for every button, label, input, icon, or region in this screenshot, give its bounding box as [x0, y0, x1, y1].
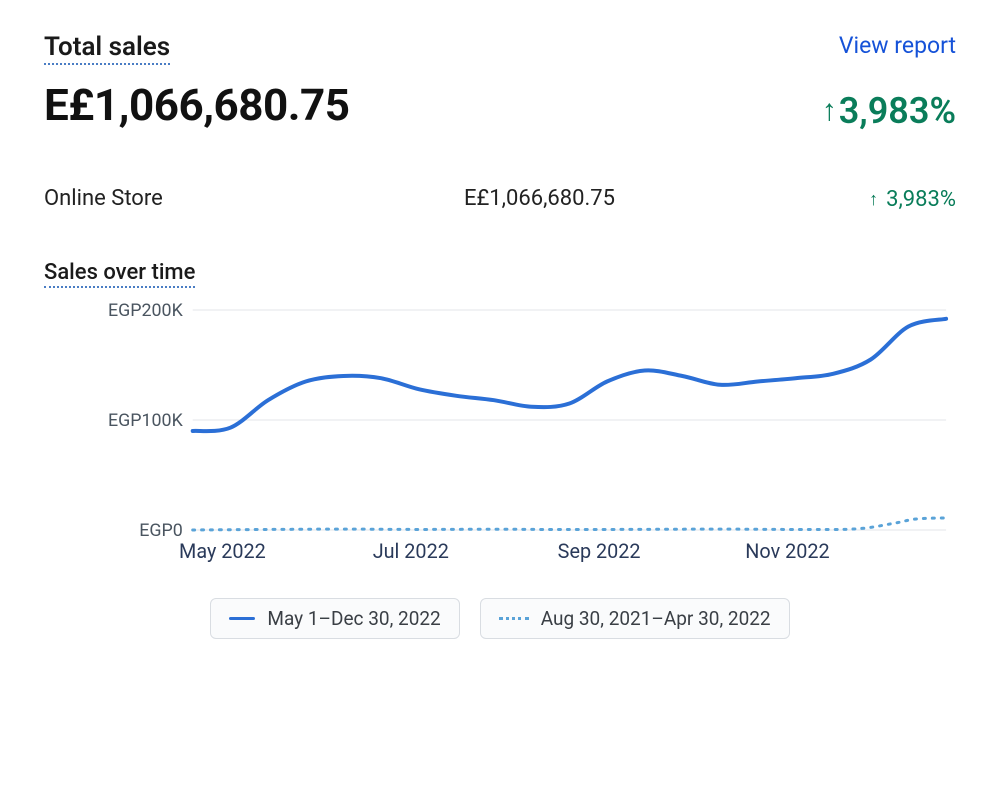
chart-title: Sales over time [44, 260, 195, 288]
svg-text:EGP100K: EGP100K [108, 410, 184, 431]
channel-change: ↑ 3,983% [724, 187, 956, 212]
legend-item-previous[interactable]: Aug 30, 2021–Apr 30, 2022 [480, 598, 790, 639]
total-sales-value: E£1,066,680.75 [44, 79, 350, 131]
svg-text:EGP200K: EGP200K [108, 300, 184, 321]
arrow-up-icon: ↑ [869, 189, 878, 210]
chart-legend: May 1–Dec 30, 2022 Aug 30, 2021–Apr 30, … [44, 598, 956, 639]
channel-row: Online Store E£1,066,680.75 ↑ 3,983% [44, 186, 956, 212]
legend-item-current[interactable]: May 1–Dec 30, 2022 [210, 598, 459, 639]
legend-swatch-dotted-icon [499, 617, 529, 620]
page-title: Total sales [44, 32, 170, 65]
channel-name: Online Store [44, 186, 464, 211]
channel-amount: E£1,066,680.75 [464, 186, 724, 211]
sales-chart: EGP0 EGP100K EGP200K May 2022 Jul 2022 Sep 20… [44, 300, 956, 580]
svg-text:Nov 2022: Nov 2022 [745, 540, 829, 563]
svg-text:May 2022: May 2022 [179, 540, 266, 563]
legend-swatch-solid-icon [229, 617, 255, 620]
svg-text:Jul 2022: Jul 2022 [373, 540, 449, 563]
view-report-link[interactable]: View report [839, 32, 956, 59]
svg-text:Sep 2022: Sep 2022 [558, 540, 641, 563]
total-sales-change: ↑3,983% [822, 90, 956, 132]
legend-label: May 1–Dec 30, 2022 [267, 607, 440, 630]
svg-text:EGP0: EGP0 [139, 520, 183, 541]
legend-label: Aug 30, 2021–Apr 30, 2022 [541, 607, 771, 630]
arrow-up-icon: ↑ [822, 96, 837, 126]
